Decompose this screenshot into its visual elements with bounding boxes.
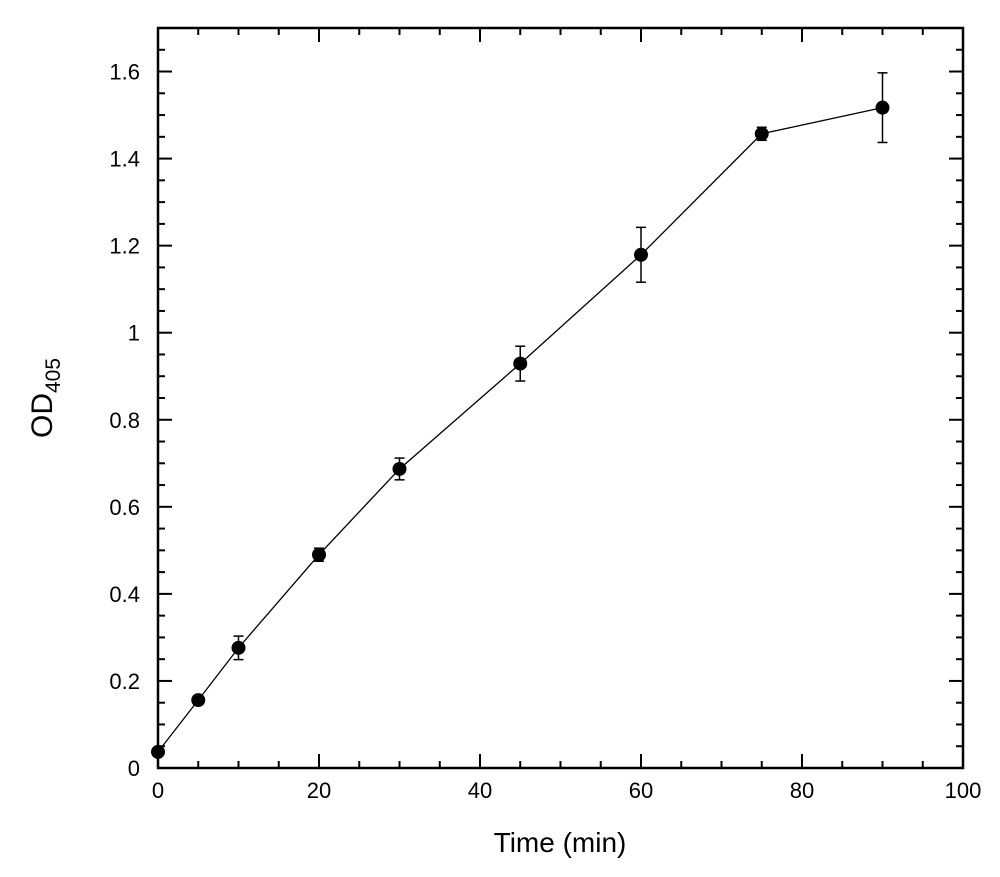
x-tick-label: 0 (152, 778, 164, 803)
data-points (151, 100, 890, 759)
tick-labels: 0 20 40 60 80 100 0 0.2 0.4 0.6 0.8 1 1.2 1.4 1.6 (109, 60, 981, 803)
data-point (634, 247, 648, 262)
ticks (157, 27, 964, 769)
data-point (875, 100, 890, 115)
x-tick-label: 100 (945, 778, 982, 803)
y-tick-label: 0.8 (109, 408, 140, 433)
data-point (191, 693, 206, 708)
y-axis-label-main: OD (26, 393, 59, 438)
y-tick-label: 1.2 (109, 234, 140, 259)
x-axis-label: Time (min) (494, 827, 627, 858)
y-axis-label: OD405 (26, 358, 65, 438)
x-tick-label: 60 (629, 778, 653, 803)
error-bars (153, 72, 888, 757)
y-tick-label: 0.4 (109, 582, 140, 607)
x-tick-label: 20 (307, 778, 331, 803)
x-tick-label: 40 (468, 778, 492, 803)
y-tick-label: 1.6 (109, 60, 140, 85)
y-tick-label: 0.6 (109, 495, 140, 520)
x-tick-label: 80 (790, 778, 814, 803)
y-axis-label-subscript: 405 (42, 358, 65, 393)
data-point (312, 547, 326, 562)
series-line (157, 107, 883, 753)
data-point (754, 126, 769, 141)
y-tick-label: 0 (128, 756, 140, 781)
y-tick-label: 1.4 (109, 147, 140, 172)
y-tick-label: 0.2 (109, 669, 140, 694)
data-point (231, 640, 246, 655)
data-point (513, 356, 528, 371)
plot-frame (156, 26, 965, 770)
data-point (392, 461, 407, 476)
y-tick-label: 1 (128, 321, 140, 346)
